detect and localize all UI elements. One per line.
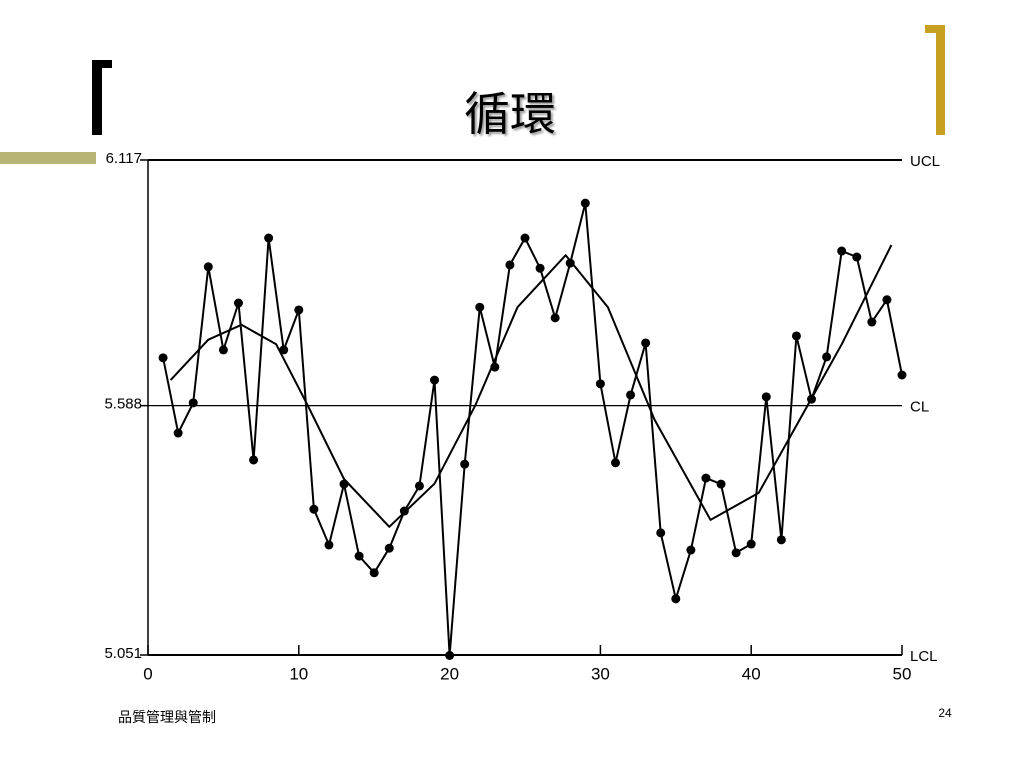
left-bracket [92,60,112,135]
data-point [882,295,892,305]
data-point [475,302,485,312]
data-point [595,379,605,389]
data-point [565,258,575,268]
data-point [354,551,364,561]
data-point [761,392,771,402]
y-tick-label: 5.588 [104,396,142,413]
right-bracket [925,25,945,135]
data-point [686,545,696,555]
data-point [731,548,741,558]
data-point [867,317,877,327]
data-point [249,455,259,465]
data-point [188,398,198,408]
data-point [445,650,455,660]
data-point [233,298,243,308]
x-tick-label: 10 [289,664,308,683]
series-line [162,202,903,657]
data-point [852,252,862,262]
data-point [610,458,620,468]
data-point [520,233,530,243]
data-point [430,375,440,385]
x-tick-label: 0 [143,664,152,683]
data-point [626,390,636,400]
data-point [369,568,379,578]
data-point [580,198,590,208]
y-tick-label: 5.051 [104,645,142,662]
limit-label: UCL [910,153,940,170]
data-point [656,528,666,538]
limit-label: CL [910,399,929,416]
data-point [791,331,801,341]
data-point [414,481,424,491]
data-point [641,338,651,348]
x-tick-label: 20 [440,664,459,683]
plot: 5.051 5.588 6.117 0 10 20 30 40 50 UCL CL LCL [104,150,940,684]
x-tick-label: 40 [742,664,761,683]
data-point [701,473,711,483]
data-point [218,345,228,355]
data-point [716,479,726,489]
data-point [776,535,786,545]
page-number: 24 [938,706,952,720]
data-point [535,263,545,273]
data-point [158,353,168,363]
data-point [460,459,470,469]
data-point [264,233,274,243]
x-tick-label: 30 [591,664,610,683]
data-point [309,504,319,514]
series-line [169,244,893,528]
data-point [837,246,847,256]
data-point [279,345,289,355]
data-point [505,260,515,270]
data-point [550,313,560,323]
data-point [746,539,756,549]
footer: 品質管理與管制 [118,710,216,726]
x-tick-label: 50 [893,664,912,683]
data-point [173,428,183,438]
y-tick-label: 6.117 [106,150,142,167]
data-point [294,305,304,315]
data-point [203,262,213,272]
data-point [822,352,832,362]
limit-label: LCL [910,648,938,665]
accent-bar [0,152,96,164]
data-point [324,540,334,550]
slide-title: 循環 [464,87,556,141]
data-point [671,594,681,604]
data-point [897,370,907,380]
data-point [384,543,394,553]
